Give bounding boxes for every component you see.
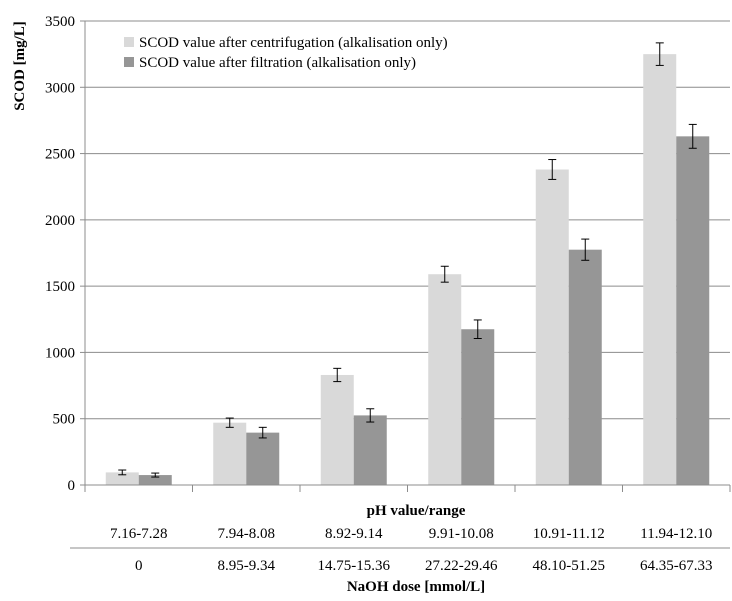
category-label: 9.91-10.08 (429, 526, 494, 542)
bar (138, 475, 172, 485)
category-label: 7.16-7.28 (110, 526, 168, 542)
secondary-category-label: 48.10-51.25 (533, 558, 606, 574)
secondary-category-label: 0 (135, 558, 143, 574)
category-label: 11.94-12.10 (640, 526, 712, 542)
bar (535, 169, 569, 486)
bars (105, 42, 710, 486)
category-labels: 7.16-7.28 7.94-8.08 8.92-9.14 9.91-10.08 10.… (110, 526, 713, 574)
y-tick-label: 2500 (45, 147, 75, 163)
bar (676, 136, 710, 485)
secondary-category-label: 8.95-9.34 (218, 558, 276, 574)
y-tick-label: 0 (68, 478, 76, 494)
secondary-category-label: 27.22-29.46 (425, 558, 498, 574)
bar (643, 54, 677, 486)
y-tick-label: 2000 (45, 213, 75, 229)
category-label: 7.94-8.08 (218, 526, 276, 542)
gridlines (85, 20, 730, 420)
y-tick-label: 1000 (45, 345, 75, 361)
legend-label: SCOD value after filtration (alkalisatio… (139, 55, 416, 71)
y-tick-label: 1500 (45, 279, 75, 295)
bar (353, 415, 387, 485)
legend-label: SCOD value after centrifugation (alkalis… (139, 35, 448, 51)
bar (428, 274, 462, 485)
axes (70, 20, 731, 549)
bar (461, 329, 495, 485)
bar (568, 249, 602, 485)
legend: SCOD value after centrifugation (alkalis… (124, 35, 448, 71)
y-tick-label: 3000 (45, 80, 75, 96)
secondary-category-label: 14.75-15.36 (318, 558, 391, 574)
bar (320, 374, 354, 485)
secondary-axis-title: NaOH dose [mmol/L] (347, 579, 485, 595)
bar (105, 472, 139, 485)
y-tick-labels: 0 500 1000 1500 2000 2500 3000 3500 (45, 14, 75, 494)
category-label: 8.92-9.14 (325, 526, 383, 542)
y-tick-label: 500 (53, 412, 76, 428)
secondary-category-label: 64.35-67.33 (640, 558, 713, 574)
y-axis-title: SCOD [mg/L] (12, 21, 28, 111)
legend-swatch (124, 57, 134, 67)
legend-swatch (124, 37, 134, 47)
y-tick-label: 3500 (45, 14, 75, 30)
category-label: 10.91-11.12 (533, 526, 605, 542)
category-axis-title: pH value/range (367, 503, 466, 519)
bar (246, 432, 280, 485)
bar (213, 422, 247, 485)
